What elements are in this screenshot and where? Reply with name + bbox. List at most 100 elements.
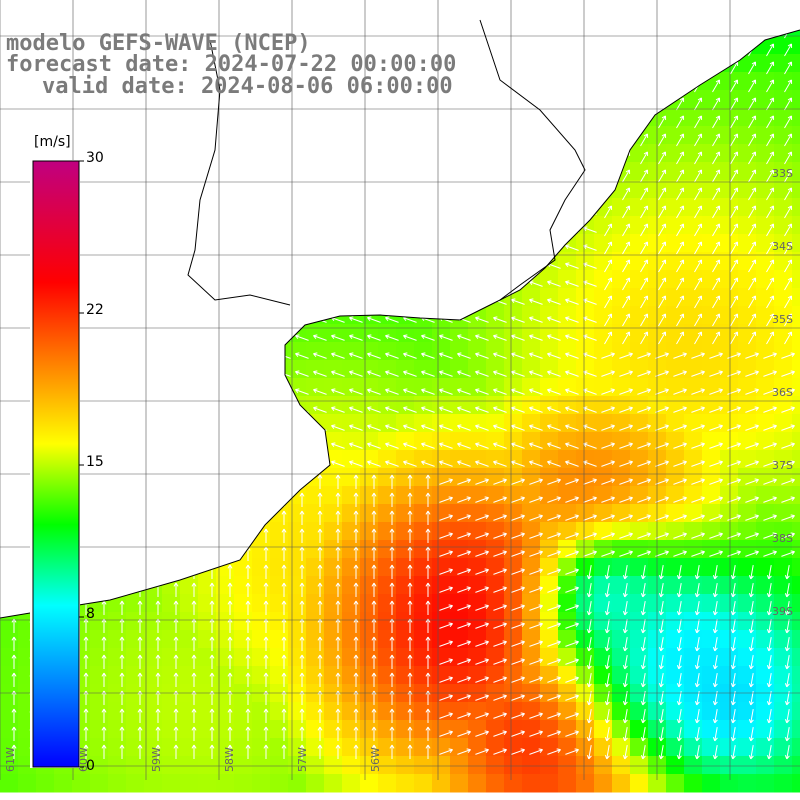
field-cell: [666, 702, 685, 721]
field-cell: [774, 774, 793, 793]
wind-arrow: [371, 492, 377, 507]
wind-arrow: [439, 532, 453, 539]
field-cell: [738, 702, 757, 721]
wind-arrow: [547, 388, 561, 395]
field-cell: [774, 648, 793, 667]
field-cell: [576, 432, 595, 451]
wind-arrow: [640, 169, 649, 183]
wind-arrow: [11, 744, 17, 759]
field-cell: [450, 450, 469, 469]
wind-arrow: [11, 672, 17, 687]
wind-arrow: [83, 708, 89, 723]
wind-arrow: [709, 532, 723, 539]
wind-arrow: [730, 745, 736, 760]
wind-arrow: [227, 708, 233, 723]
field-cell: [342, 432, 361, 451]
field-cell: [252, 774, 271, 793]
land-area: [0, 0, 800, 618]
wind-arrow: [766, 97, 775, 111]
wind-arrow: [676, 331, 685, 345]
field-cell: [360, 774, 379, 793]
wind-arrow: [335, 546, 341, 561]
wind-arrow: [658, 637, 664, 652]
wind-arrow: [191, 582, 197, 597]
field-cell: [432, 774, 451, 793]
wind-arrow: [529, 658, 543, 665]
field-cell: [720, 576, 739, 595]
wind-arrow: [676, 169, 685, 183]
wind-arrow: [389, 744, 395, 759]
wind-arrow: [691, 352, 705, 359]
wind-arrow: [511, 748, 525, 755]
wind-arrow: [263, 528, 269, 543]
wind-arrow: [604, 673, 610, 688]
wind-arrow: [748, 205, 757, 219]
wind-arrow: [313, 388, 327, 395]
wind-arrow: [658, 745, 664, 760]
field-cell: [666, 594, 685, 613]
wind-arrow: [622, 187, 631, 201]
wind-arrow: [781, 406, 795, 413]
wind-arrow: [547, 550, 561, 557]
field-cell: [576, 288, 595, 307]
wind-arrow: [730, 169, 739, 183]
field-cell: [288, 342, 307, 361]
wind-arrow: [335, 672, 341, 687]
wind-arrow: [457, 586, 471, 593]
wind-arrow: [781, 388, 795, 395]
wind-arrow: [583, 496, 597, 503]
wind-arrow: [475, 658, 489, 665]
wind-arrow: [299, 636, 305, 651]
wind-arrow: [547, 532, 561, 539]
wind-arrow: [421, 424, 435, 431]
wind-arrow: [439, 388, 453, 395]
wind-arrow: [604, 277, 613, 291]
field-cell: [792, 702, 800, 721]
field-cell: [126, 774, 145, 793]
wind-arrow: [457, 622, 471, 629]
wind-arrow: [547, 442, 561, 449]
wind-arrow: [331, 370, 345, 377]
field-cell: [468, 378, 487, 397]
wind-arrow: [547, 406, 561, 413]
wind-arrow: [475, 712, 489, 719]
wind-arrow: [407, 744, 413, 759]
field-cell: [792, 234, 800, 253]
field-cell: [738, 720, 757, 739]
field-cell: [504, 756, 523, 775]
wind-arrow: [317, 492, 323, 507]
wind-arrow: [583, 550, 597, 557]
wind-arrow: [317, 654, 323, 669]
wind-arrow: [673, 352, 687, 359]
wind-arrow: [565, 694, 579, 701]
field-cell: [792, 378, 800, 397]
wind-arrow: [637, 370, 651, 377]
wind-arrow: [766, 241, 775, 255]
field-cell: [522, 396, 541, 415]
wind-arrow: [676, 277, 685, 291]
wind-arrow: [727, 370, 741, 377]
wind-arrow: [601, 352, 615, 359]
coastline-atlantic: [0, 29, 800, 619]
wind-arrow: [565, 298, 579, 305]
wind-arrow: [709, 424, 723, 431]
wind-arrow: [173, 600, 179, 615]
wind-arrow: [745, 532, 759, 539]
wind-arrow: [748, 745, 754, 760]
field-cell: [594, 612, 613, 631]
wind-arrow: [335, 636, 341, 651]
wind-arrow: [604, 295, 613, 309]
wind-arrow: [317, 528, 323, 543]
wind-arrow: [367, 388, 381, 395]
wind-arrow: [529, 694, 543, 701]
wind-arrow: [640, 187, 649, 201]
wind-arrow: [389, 618, 395, 633]
wind-arrow: [673, 406, 687, 413]
field-cell: [792, 612, 800, 631]
field-cell: [450, 342, 469, 361]
wind-arrow: [511, 298, 525, 305]
wind-arrow: [425, 744, 431, 759]
field-cell: [738, 648, 757, 667]
field-cell: [216, 774, 235, 793]
wind-arrow: [730, 97, 739, 111]
